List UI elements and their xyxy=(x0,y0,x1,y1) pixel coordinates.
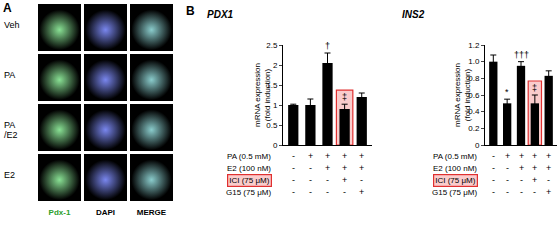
svg-text:+: + xyxy=(325,163,330,173)
svg-text:INS2: INS2 xyxy=(402,9,425,20)
svg-text:0: 0 xyxy=(273,141,278,150)
svg-text:1.5: 1.5 xyxy=(266,81,278,90)
svg-text:+: + xyxy=(342,151,347,161)
svg-text:*: * xyxy=(505,87,509,97)
svg-text:+: + xyxy=(342,175,347,185)
svg-text:-: - xyxy=(326,187,329,197)
svg-text:-: - xyxy=(292,151,295,161)
svg-text:0.2: 0.2 xyxy=(468,124,480,133)
svg-text:G15 (75 μM): G15 (75 μM) xyxy=(432,188,477,197)
svg-text:1.0: 1.0 xyxy=(468,57,480,66)
svg-text:mRNA expression(fold induction: mRNA expression(fold induction) xyxy=(453,63,472,127)
svg-text:-: - xyxy=(533,187,536,197)
svg-text:-: - xyxy=(506,175,509,185)
svg-text:E2 (100 nM): E2 (100 nM) xyxy=(227,164,271,173)
svg-text:-: - xyxy=(326,175,329,185)
svg-text:ICI (75 μM): ICI (75 μM) xyxy=(435,176,476,185)
svg-text:-: - xyxy=(309,187,312,197)
svg-text:ICI (75 μM): ICI (75 μM) xyxy=(229,176,270,185)
svg-text:+: + xyxy=(532,163,537,173)
svg-text:PA (0.5 mM): PA (0.5 mM) xyxy=(227,152,271,161)
html-text:DAPI: DAPI xyxy=(95,208,116,217)
svg-text:-: - xyxy=(309,175,312,185)
svg-text:-: - xyxy=(547,175,550,185)
svg-text:0.4: 0.4 xyxy=(468,107,480,116)
svg-text:0.8: 0.8 xyxy=(468,74,480,83)
svg-text:‡: ‡ xyxy=(532,83,537,93)
html-text:Veh: Veh xyxy=(4,20,20,30)
svg-text:2.5: 2.5 xyxy=(266,41,278,50)
svg-text:-: - xyxy=(492,151,495,161)
svg-text:+: + xyxy=(359,187,364,197)
svg-text:+: + xyxy=(342,163,347,173)
svg-text:PA (0.5 mM): PA (0.5 mM) xyxy=(433,152,477,161)
svg-text:+: + xyxy=(505,151,510,161)
svg-text:+: + xyxy=(532,175,537,185)
svg-text:-: - xyxy=(492,163,495,173)
svg-text:0.5: 0.5 xyxy=(266,121,278,130)
svg-text:-: - xyxy=(520,175,523,185)
svg-text:G15 (75 μM): G15 (75 μM) xyxy=(226,188,271,197)
svg-text:-: - xyxy=(506,187,509,197)
svg-text:-: - xyxy=(506,163,509,173)
svg-text:+: + xyxy=(532,151,537,161)
html-text:A: A xyxy=(3,1,12,15)
svg-text:+: + xyxy=(325,151,330,161)
html-text:/E2: /E2 xyxy=(4,130,18,140)
svg-text:+: + xyxy=(519,151,524,161)
svg-text:-: - xyxy=(343,187,346,197)
svg-text:PDX1: PDX1 xyxy=(207,9,234,20)
svg-text:+: + xyxy=(308,151,313,161)
svg-text:mRNA expression(fold induction: mRNA expression(fold induction) xyxy=(253,63,272,127)
svg-text:+: + xyxy=(546,151,551,161)
svg-text:B: B xyxy=(186,4,195,18)
html-text:MERGE: MERGE xyxy=(136,208,167,217)
svg-text:†: † xyxy=(325,41,330,51)
svg-text:‡: ‡ xyxy=(342,92,347,102)
html-text:PA: PA xyxy=(4,70,16,80)
svg-text:+: + xyxy=(546,187,551,197)
svg-text:-: - xyxy=(292,175,295,185)
svg-text:E2 (100 nM): E2 (100 nM) xyxy=(433,164,477,173)
svg-text:1: 1 xyxy=(273,101,278,110)
svg-text:+: + xyxy=(359,151,364,161)
svg-text:-: - xyxy=(309,163,312,173)
html-text:E2: E2 xyxy=(4,170,15,180)
svg-text:0: 0 xyxy=(475,141,480,150)
svg-text:-: - xyxy=(492,187,495,197)
svg-text:+: + xyxy=(359,163,364,173)
svg-text:1.2: 1.2 xyxy=(468,41,480,50)
svg-text:†††: ††† xyxy=(514,50,529,60)
svg-text:-: - xyxy=(360,175,363,185)
svg-text:-: - xyxy=(520,187,523,197)
svg-text:+: + xyxy=(519,163,524,173)
svg-text:-: - xyxy=(292,187,295,197)
svg-text:-: - xyxy=(492,175,495,185)
html-text:Pdx-1: Pdx-1 xyxy=(48,208,71,217)
svg-text:0.6: 0.6 xyxy=(468,91,480,100)
svg-text:2: 2 xyxy=(273,61,278,70)
svg-text:-: - xyxy=(292,163,295,173)
html-text:PA: PA xyxy=(4,120,16,130)
svg-text:+: + xyxy=(546,163,551,173)
